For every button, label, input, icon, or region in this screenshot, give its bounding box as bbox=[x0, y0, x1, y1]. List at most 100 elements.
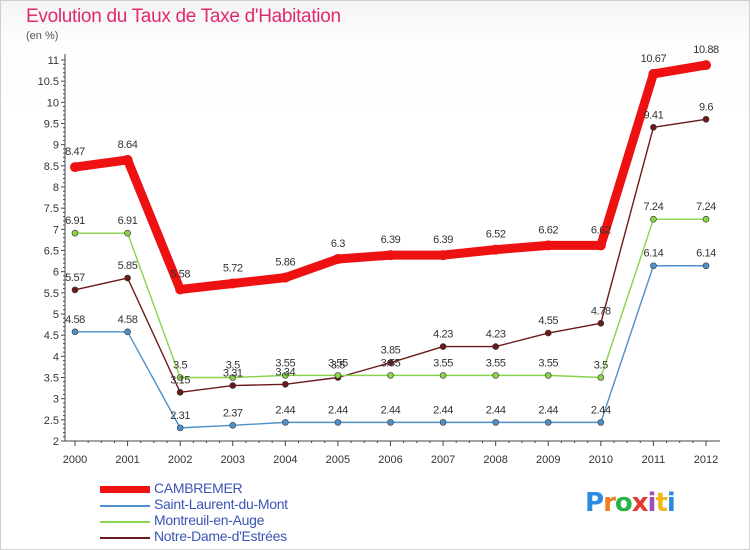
data-point-notre-dame-d-estr-es bbox=[544, 329, 552, 337]
legend-label-montreuil-en-auge: Montreuil-en-Auge bbox=[154, 512, 265, 528]
data-label-saint-laurent-du-mont: 2.44 bbox=[433, 404, 453, 416]
data-point-montreuil-en-auge bbox=[492, 372, 499, 379]
data-point-cambremer bbox=[438, 250, 449, 261]
data-point-notre-dame-d-estr-es bbox=[71, 286, 79, 294]
data-point-montreuil-en-auge bbox=[124, 229, 131, 237]
x-tick-label: 2010 bbox=[589, 454, 613, 466]
data-point-cambremer bbox=[701, 60, 711, 71]
logo-letter: t bbox=[655, 488, 667, 518]
data-point-saint-laurent-du-mont bbox=[334, 419, 342, 426]
data-label-montreuil-en-auge: 3.5 bbox=[594, 360, 608, 372]
legend-label-notre-dame-d-estrees: Notre-Dame-d'Estrées bbox=[154, 528, 287, 544]
data-point-cambremer bbox=[227, 278, 238, 289]
y-tick-label: 8 bbox=[53, 182, 59, 194]
data-point-montreuil-en-auge bbox=[650, 215, 657, 223]
data-point-montreuil-en-auge bbox=[229, 374, 237, 381]
data-label-montreuil-en-auge: 7.24 bbox=[644, 201, 664, 213]
data-label-cambremer: 5.86 bbox=[275, 257, 295, 269]
data-point-saint-laurent-du-mont bbox=[492, 419, 499, 426]
data-label-cambremer: 6.52 bbox=[486, 229, 506, 241]
data-point-notre-dame-d-estr-es bbox=[387, 359, 394, 366]
data-label-cambremer: 8.47 bbox=[65, 146, 85, 158]
data-label-notre-dame-d-estr-es: 5.57 bbox=[65, 272, 85, 284]
data-label-saint-laurent-du-mont: 2.44 bbox=[486, 404, 506, 416]
data-point-cambremer bbox=[490, 244, 501, 255]
data-label-saint-laurent-du-mont: 4.58 bbox=[65, 314, 85, 326]
chart-title: Evolution du Taux de Taxe d'Habitation bbox=[26, 6, 341, 27]
y-tick-label: 7 bbox=[53, 224, 59, 236]
data-label-montreuil-en-auge: 3.5 bbox=[173, 360, 187, 372]
data-label-notre-dame-d-estr-es: 3.85 bbox=[381, 345, 401, 357]
data-label-notre-dame-d-estr-es: 3.31 bbox=[223, 368, 243, 380]
data-label-saint-laurent-du-mont: 2.31 bbox=[170, 410, 190, 422]
x-tick-label: 2001 bbox=[115, 454, 139, 466]
legend-label-cambremer: CAMBREMER bbox=[154, 480, 243, 496]
data-label-montreuil-en-auge: 3.5 bbox=[226, 360, 240, 372]
data-point-montreuil-en-auge bbox=[176, 374, 184, 381]
legend-swatch-saint-laurent-du-mont bbox=[100, 505, 150, 507]
x-tick-label: 2000 bbox=[63, 454, 87, 466]
data-label-notre-dame-d-estr-es: 3.34 bbox=[275, 366, 295, 378]
y-tick-label: 10 bbox=[47, 97, 59, 109]
data-point-cambremer bbox=[175, 284, 186, 295]
data-label-saint-laurent-du-mont: 2.44 bbox=[538, 404, 558, 416]
data-label-cambremer: 6.62 bbox=[538, 224, 558, 236]
data-point-saint-laurent-du-mont bbox=[702, 262, 710, 270]
x-tick-label: 2002 bbox=[168, 454, 192, 466]
y-tick-label: 7.5 bbox=[44, 203, 59, 215]
y-tick-label: 9.5 bbox=[44, 119, 59, 131]
data-point-montreuil-en-auge bbox=[282, 372, 289, 379]
data-point-notre-dame-d-estr-es bbox=[439, 343, 447, 350]
data-point-montreuil-en-auge bbox=[544, 372, 552, 379]
data-point-montreuil-en-auge bbox=[439, 372, 447, 379]
data-point-saint-laurent-du-mont bbox=[176, 424, 184, 432]
data-point-cambremer bbox=[385, 250, 396, 261]
data-label-cambremer: 10.88 bbox=[693, 44, 719, 56]
legend-swatch-cambremer bbox=[100, 486, 150, 493]
data-point-notre-dame-d-estr-es bbox=[229, 382, 237, 389]
data-label-saint-laurent-du-mont: 6.14 bbox=[696, 248, 716, 260]
x-tick-label: 2007 bbox=[431, 454, 455, 466]
x-tick-label: 2011 bbox=[642, 454, 666, 466]
y-tick-label: 3.5 bbox=[44, 373, 59, 385]
data-point-cambremer bbox=[595, 240, 606, 251]
y-tick-label: 5 bbox=[53, 309, 59, 321]
data-label-saint-laurent-du-mont: 2.44 bbox=[591, 404, 611, 416]
data-label-saint-laurent-du-mont: 4.58 bbox=[118, 314, 138, 326]
data-label-saint-laurent-du-mont: 2.44 bbox=[328, 404, 348, 416]
data-label-notre-dame-d-estr-es: 3.15 bbox=[170, 374, 190, 386]
logo-letter: i bbox=[647, 488, 657, 518]
data-point-montreuil-en-auge bbox=[597, 374, 605, 381]
data-label-montreuil-en-auge: 3.55 bbox=[381, 357, 401, 369]
data-point-saint-laurent-du-mont bbox=[650, 262, 657, 270]
y-tick-label: 4 bbox=[53, 351, 59, 363]
data-point-saint-laurent-du-mont bbox=[544, 419, 552, 426]
y-tick-label: 5.5 bbox=[44, 288, 59, 300]
data-label-cambremer: 6.39 bbox=[381, 234, 401, 246]
x-tick-label: 2003 bbox=[221, 454, 245, 466]
data-point-cambremer bbox=[332, 253, 343, 264]
data-point-notre-dame-d-estr-es bbox=[492, 343, 499, 350]
data-label-cambremer: 5.58 bbox=[170, 268, 190, 280]
data-label-cambremer: 6.3 bbox=[331, 238, 345, 250]
y-tick-label: 6.5 bbox=[44, 246, 59, 258]
data-label-montreuil-en-auge: 3.55 bbox=[275, 357, 295, 369]
data-label-notre-dame-d-estr-es: 9.6 bbox=[699, 101, 713, 113]
data-point-cambremer bbox=[122, 154, 133, 165]
legend-swatch-notre-dame-d-estrees bbox=[100, 537, 150, 539]
data-label-notre-dame-d-estr-es: 9.41 bbox=[644, 109, 664, 121]
x-tick-label: 2008 bbox=[483, 454, 507, 466]
y-tick-label: 9 bbox=[53, 140, 59, 152]
data-label-montreuil-en-auge: 6.91 bbox=[118, 215, 138, 227]
data-point-montreuil-en-auge bbox=[387, 372, 394, 379]
data-label-notre-dame-d-estr-es: 4.23 bbox=[433, 329, 453, 341]
data-point-cambremer bbox=[543, 240, 554, 251]
data-point-cambremer bbox=[70, 162, 80, 173]
data-label-notre-dame-d-estr-es: 4.55 bbox=[538, 315, 558, 327]
data-point-saint-laurent-du-mont bbox=[597, 419, 605, 426]
x-tick-label: 2005 bbox=[326, 454, 350, 466]
data-point-notre-dame-d-estr-es bbox=[176, 389, 184, 396]
data-label-montreuil-en-auge: 7.24 bbox=[696, 201, 716, 213]
